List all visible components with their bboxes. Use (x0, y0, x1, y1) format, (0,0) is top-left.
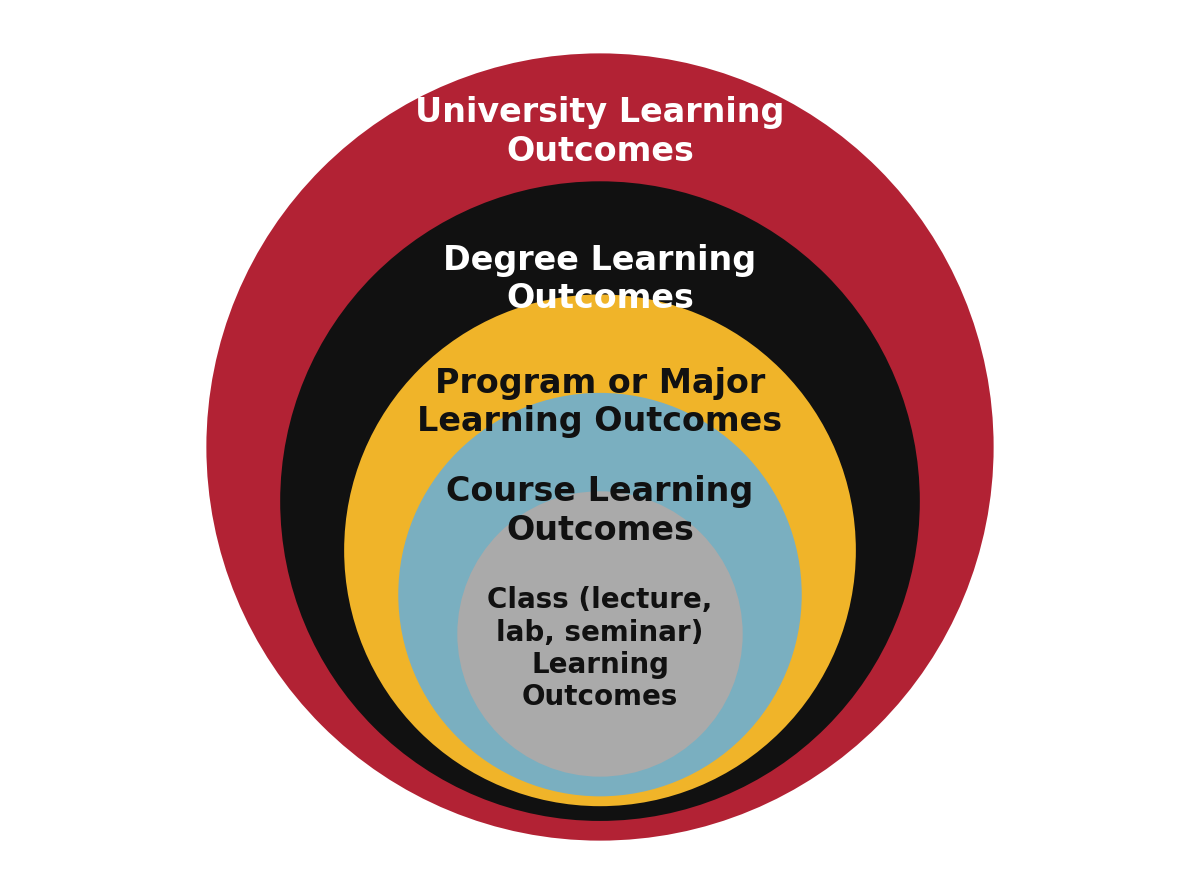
Circle shape (280, 181, 920, 821)
Circle shape (457, 492, 743, 777)
Circle shape (206, 54, 994, 840)
Text: University Learning
Outcomes: University Learning Outcomes (415, 97, 785, 168)
Circle shape (344, 294, 856, 806)
Text: Program or Major
Learning Outcomes: Program or Major Learning Outcomes (418, 367, 782, 438)
Text: Degree Learning
Outcomes: Degree Learning Outcomes (444, 244, 756, 316)
Text: Course Learning
Outcomes: Course Learning Outcomes (446, 476, 754, 546)
Text: Class (lecture,
lab, seminar)
Learning
Outcomes: Class (lecture, lab, seminar) Learning O… (487, 586, 713, 712)
Circle shape (398, 392, 802, 797)
